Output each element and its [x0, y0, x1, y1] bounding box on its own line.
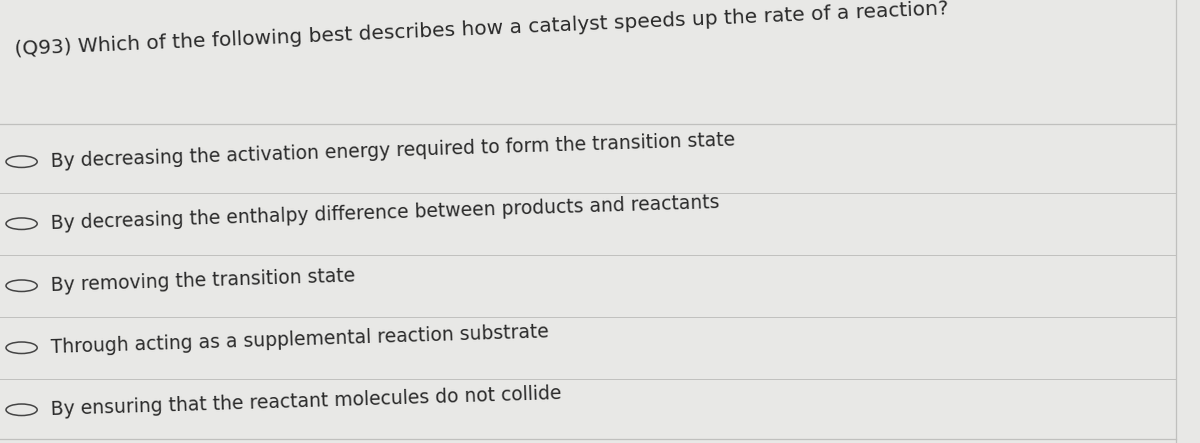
Text: Through acting as a supplemental reaction substrate: Through acting as a supplemental reactio…: [50, 323, 548, 357]
Text: (Q93) Which of the following best describes how a catalyst speeds up the rate of: (Q93) Which of the following best descri…: [14, 0, 949, 59]
Text: By decreasing the enthalpy difference between products and reactants: By decreasing the enthalpy difference be…: [50, 193, 720, 233]
Text: By decreasing the activation energy required to form the transition state: By decreasing the activation energy requ…: [50, 131, 736, 171]
Text: By removing the transition state: By removing the transition state: [50, 267, 355, 295]
Text: By ensuring that the reactant molecules do not collide: By ensuring that the reactant molecules …: [50, 384, 562, 419]
